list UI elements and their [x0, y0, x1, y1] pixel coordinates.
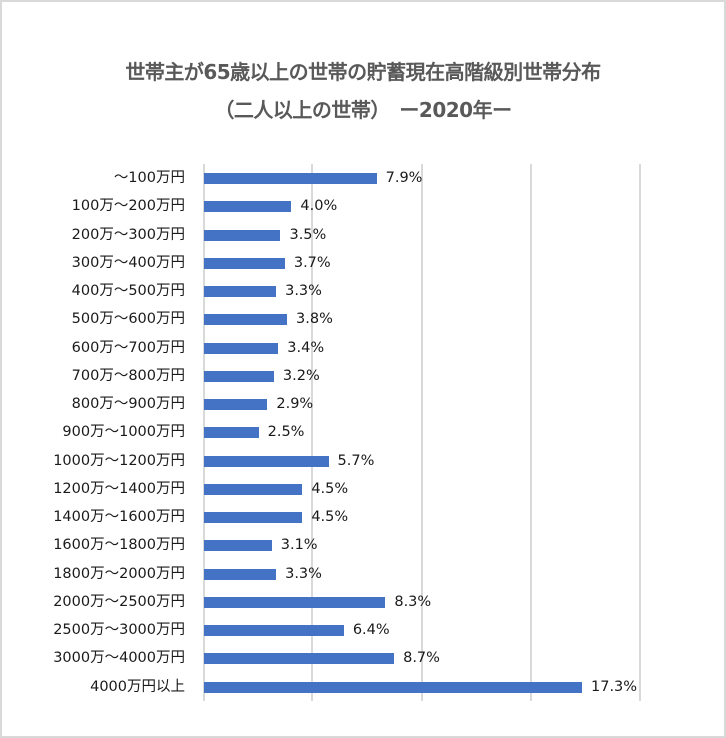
category-label: 2000万～2500万円: [53, 593, 185, 610]
bar-row: 1800万～2000万円 3.3%: [53, 560, 723, 588]
data-label: 3.4%: [287, 339, 325, 356]
category-label: 3000万～4000万円: [53, 650, 185, 667]
chart-title: 世帯主が65歳以上の世帯の貯蓄現在高階級別世帯分布: [125, 60, 601, 84]
bar-row: 100万～200万円 4.0%: [72, 192, 723, 220]
bar: [204, 257, 285, 269]
data-label: 4.0%: [300, 198, 338, 215]
data-label: 8.7%: [403, 650, 440, 667]
bar: [204, 596, 386, 608]
data-label: 5.7%: [337, 452, 375, 469]
data-label: 2.9%: [276, 396, 314, 413]
bar-row: 200万～300万円 3.5%: [72, 221, 723, 249]
category-label: 1800万～2000万円: [53, 565, 185, 582]
category-label: 400万～500万円: [71, 283, 185, 300]
category-label: 1400万～1600万円: [53, 509, 185, 526]
gridline: [311, 164, 314, 701]
data-label: 4.5%: [311, 480, 349, 497]
bar-row: 2000万～2500万円 8.3%: [53, 588, 723, 616]
category-label: 100万～200万円: [71, 198, 185, 215]
category-label: 1600万～1800万円: [53, 537, 185, 554]
bar: [204, 286, 277, 298]
bar-row: 1000万～1200万円 5.7%: [53, 447, 723, 475]
data-label: 3.5%: [289, 226, 327, 243]
bar-row: ～100万円 7.9%: [114, 164, 723, 192]
bar: [204, 512, 303, 524]
category-label: 900万～1000万円: [62, 424, 185, 441]
bar: [204, 173, 377, 184]
bar-row: 1400万～1600万円 4.5%: [53, 503, 723, 531]
gridline: [639, 164, 641, 701]
plot-area: ～100万円 7.9% 100万～200万円 4.0% 200万～300万円 3.5% 30…: [53, 164, 641, 701]
bar: [204, 625, 344, 637]
data-label: 3.7%: [293, 254, 331, 271]
bar: [204, 483, 303, 495]
category-label: 4000万円以上: [90, 678, 185, 695]
bar: [204, 314, 288, 326]
category-label: ～100万円: [113, 170, 185, 186]
bar: [204, 540, 272, 552]
bar-row: 1200万～1400万円 4.5%: [53, 475, 723, 503]
bar: [204, 342, 279, 354]
category-label: 700万～800万円: [71, 367, 185, 384]
bar-row: 900万～1000万円 2.5%: [62, 418, 723, 446]
bar: [204, 229, 281, 241]
bar-row: 4000万円以上 17.3%: [90, 673, 723, 701]
bar: [204, 370, 274, 382]
data-label: 3.2%: [282, 367, 320, 384]
bar-row: 700万～800万円 3.2%: [72, 362, 723, 390]
bar: [204, 653, 395, 665]
bar: [204, 399, 268, 411]
bar-row: 800万～900万円 2.9%: [72, 390, 723, 418]
chart-subtitle: （二人以上の世帯） ー2020年ー: [214, 98, 512, 122]
gridline: [529, 164, 532, 701]
bar: [204, 201, 292, 213]
bar-row: 1600万～1800万円 3.1%: [53, 531, 723, 559]
gridline: [420, 164, 423, 701]
bar: [204, 455, 329, 467]
bar-row: 500万～600万円 3.8%: [72, 305, 723, 333]
data-label: 3.3%: [285, 283, 322, 300]
bar-row: 3000万～4000万円 8.7%: [53, 644, 723, 672]
data-label: 3.1%: [280, 537, 318, 554]
data-label: 7.9%: [385, 170, 423, 186]
category-label: 2500万～3000万円: [53, 622, 185, 639]
category-label: 500万～600万円: [71, 311, 185, 328]
bar-row: 2500万～3000万円 6.4%: [53, 616, 723, 644]
bar-row: 300万～400万円 3.7%: [72, 249, 723, 277]
data-label: 8.3%: [394, 593, 432, 610]
data-label: 17.3%: [591, 678, 638, 695]
data-label: 6.4%: [352, 622, 390, 639]
data-label: 3.3%: [285, 565, 322, 582]
category-label: 800万～900万円: [71, 396, 185, 413]
category-label: 600万～700万円: [71, 339, 185, 356]
category-label: 200万～300万円: [71, 226, 185, 243]
bar: [204, 681, 582, 693]
category-label: 300万～400万円: [71, 254, 185, 271]
category-label: 1000万～1200万円: [53, 452, 185, 469]
bar: [204, 427, 259, 439]
bar-row: 400万～500万円 3.3%: [72, 277, 723, 305]
bar: [204, 568, 277, 580]
data-label: 4.5%: [311, 509, 349, 526]
bar-row: 600万～700万円 3.4%: [72, 334, 723, 362]
data-label: 3.8%: [296, 311, 333, 328]
data-label: 2.5%: [267, 424, 305, 441]
category-label: 1200万～1400万円: [53, 480, 185, 497]
